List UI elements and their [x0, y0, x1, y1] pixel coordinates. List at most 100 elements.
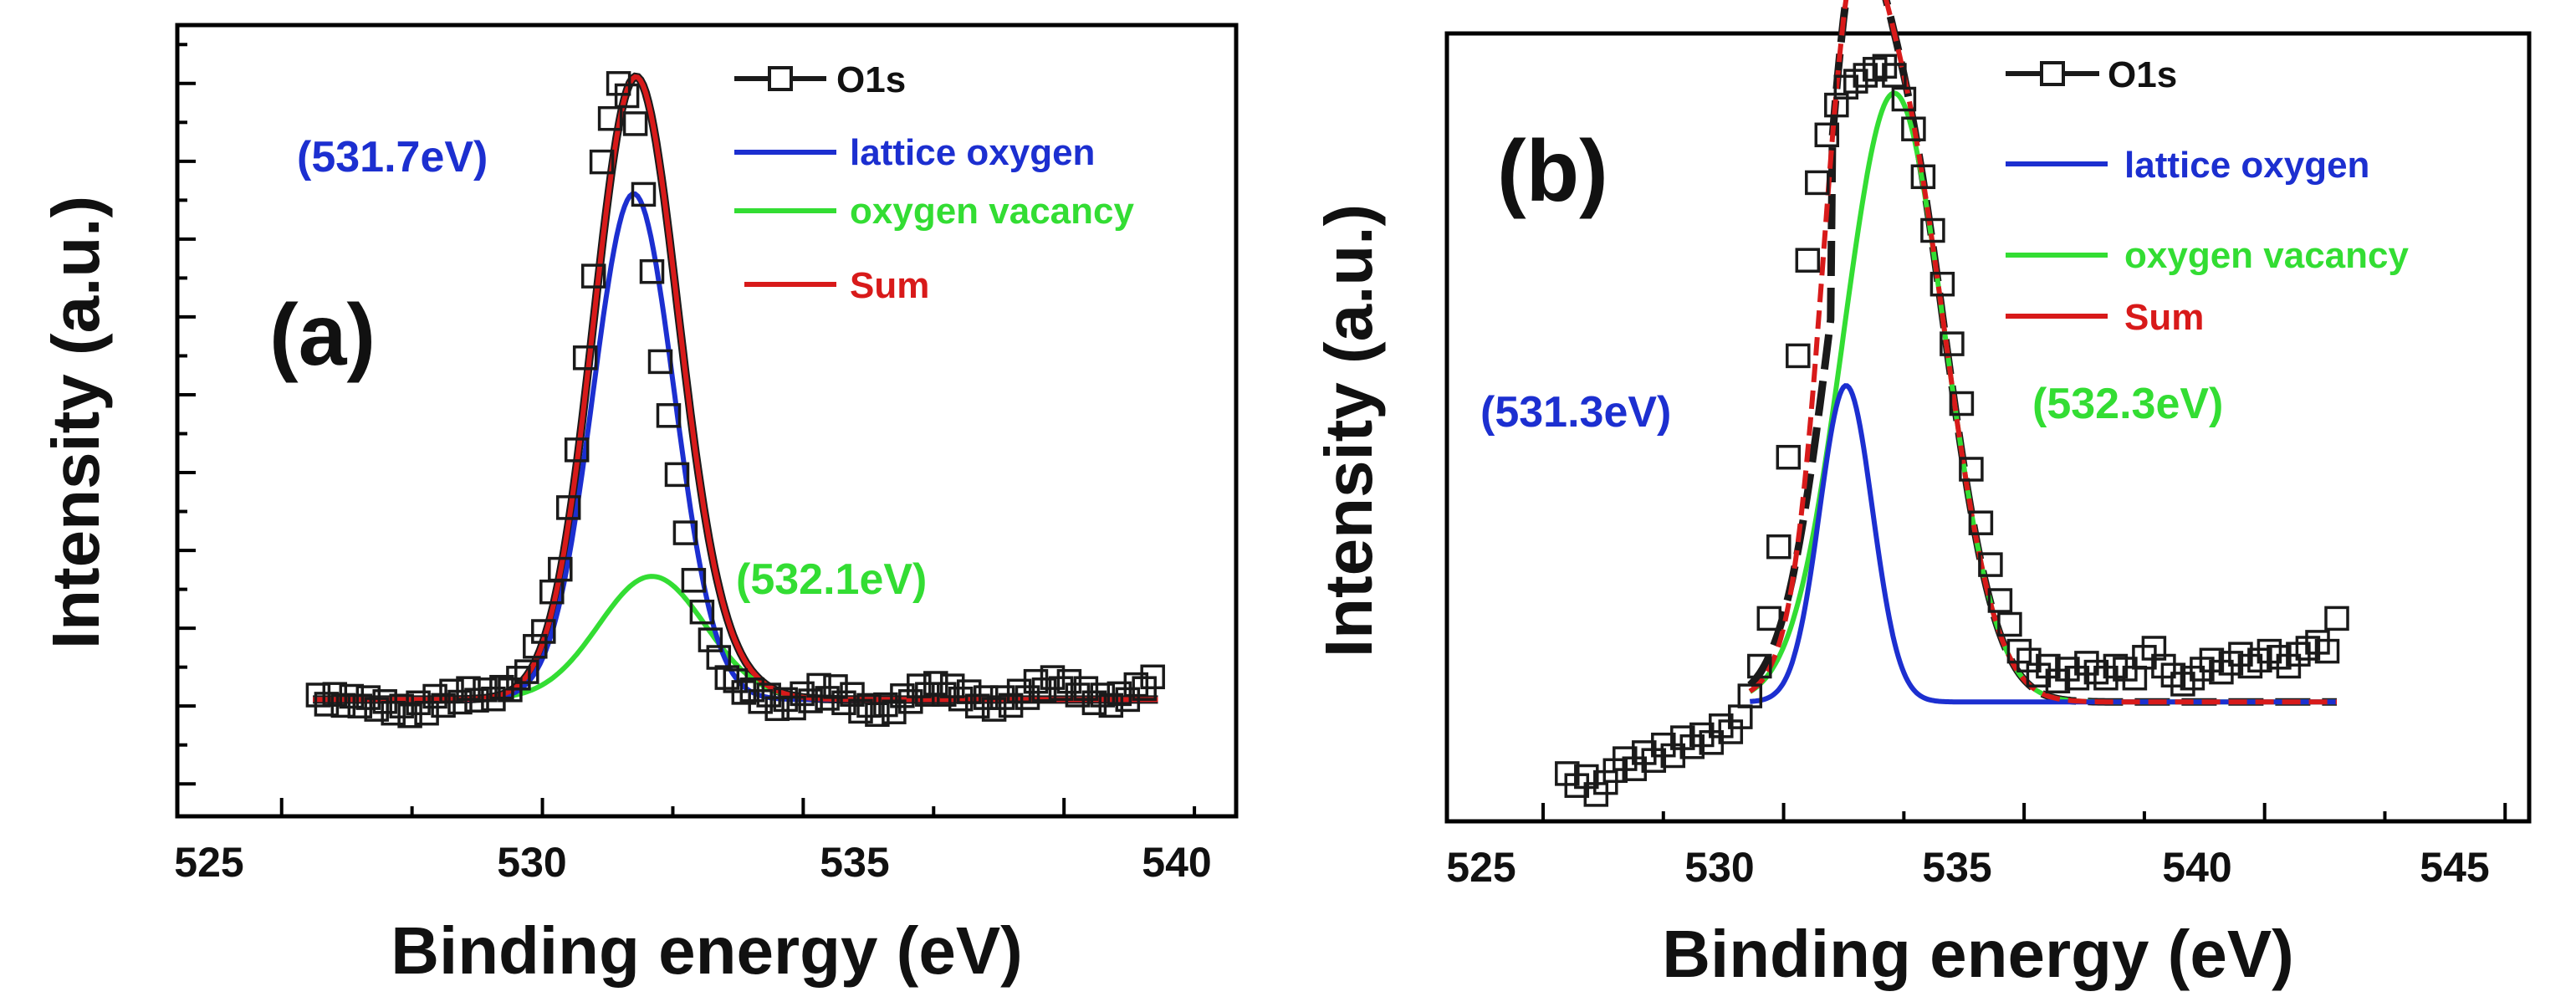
o1s-data-point — [506, 666, 531, 691]
o1s-data-point — [548, 556, 573, 582]
panel-a-ticks — [177, 43, 1197, 816]
o1s-data-point — [756, 682, 781, 708]
o1s-data-point — [1987, 588, 2013, 613]
legend-entry-sum: Sum — [2006, 297, 2204, 338]
o1s-data-point — [798, 688, 823, 713]
o1s-data-point — [622, 111, 648, 136]
panel-a-x-tick-label: 525 — [174, 839, 243, 886]
panel-a-x-tick-label: 540 — [1142, 839, 1211, 886]
panel-b-plot-area — [1555, 0, 2349, 807]
panel-a-lattice-peak-annotation: (531.7eV) — [297, 133, 488, 181]
o1s-data-point — [964, 693, 990, 718]
o1s-data-point — [806, 672, 831, 698]
o1s-data-point — [1920, 217, 1945, 243]
o1s-data-point — [1048, 676, 1074, 701]
o1s-data-point — [1073, 676, 1099, 701]
panel-a-frame — [175, 23, 1239, 819]
panel-b-ticks — [1541, 803, 2507, 821]
o1s-data-point — [1929, 271, 1955, 297]
o1s-data-point — [1814, 122, 1840, 148]
o1s-data-point — [706, 645, 732, 670]
o1s-data-point — [447, 689, 473, 715]
o1s-data-point — [714, 665, 740, 690]
o1s-data-point — [614, 83, 640, 109]
o1s-data-point — [564, 437, 590, 463]
legend-entry-sum: Sum — [744, 265, 929, 306]
o1s-data-point — [873, 692, 898, 718]
o1s-data-point — [2314, 638, 2340, 664]
o1s-data-point — [364, 697, 389, 722]
o1s-data-point — [989, 685, 1015, 710]
legend-entry-oxygen-vacancy: oxygen vacancy — [734, 191, 1134, 232]
o1s-data-point — [672, 520, 698, 545]
legend-label-o1s: O1s — [2108, 54, 2177, 95]
o1s-data-point — [1959, 457, 1984, 482]
panel-b-vacancy-peak-annotation: (532.3eV) — [2032, 380, 2223, 428]
o1s-data-point — [1747, 653, 1772, 679]
o1s-data-point — [998, 693, 1024, 718]
panel-b: 525 530 535 540 545 Binding energy (eV) … — [1311, 0, 2532, 991]
panel-b-lattice-peak-annotation: (531.3eV) — [1480, 388, 1671, 437]
o1s-data-point — [531, 619, 556, 644]
panel-a: 525 530 535 540 Binding energy (eV) Inte… — [38, 23, 1239, 988]
o1s-data-point — [597, 105, 623, 131]
o1s-data-point — [1776, 444, 1802, 470]
o1s-data-point — [764, 696, 790, 722]
o1s-data-point — [748, 689, 773, 714]
o1s-data-point — [698, 627, 723, 652]
o1s-data-point — [1805, 170, 1830, 196]
o1s-data-point — [489, 674, 514, 700]
o1s-data-point — [790, 681, 815, 707]
o1s-data-point — [414, 700, 439, 726]
sum-curve — [1748, 0, 2337, 705]
o1s-data-point — [1901, 116, 1926, 141]
o1s-data-point — [1786, 343, 1811, 369]
o1s-data-point — [1081, 690, 1107, 716]
o1s-data-point — [431, 693, 456, 718]
legend-label-oxygen-vacancy: oxygen vacancy — [850, 191, 1134, 232]
o1s-data-point — [631, 181, 657, 207]
legend-square-marker — [768, 66, 793, 91]
o1s-data-point — [1056, 668, 1082, 694]
o1s-data-point — [898, 689, 923, 714]
panel-a-label: (a) — [269, 287, 376, 384]
panel-a-plot-area — [305, 71, 1165, 728]
o1s-data-point — [1891, 86, 1917, 112]
o1s-data-point — [647, 349, 673, 375]
panel-b-x-tick-label: 540 — [2162, 844, 2231, 891]
o1s-data-point — [514, 659, 539, 684]
legend-entry-oxygen-vacancy: oxygen vacancy — [2006, 235, 2409, 276]
o1s-data-point — [555, 495, 581, 520]
o1s-data-point — [1015, 685, 1040, 710]
o1s-data-point — [1940, 331, 1965, 356]
o1s-data-point — [1140, 664, 1165, 690]
o1s-data-point — [932, 682, 957, 707]
o1s-data-point — [1123, 672, 1149, 698]
panel-b-x-tick-label: 535 — [1922, 844, 1991, 891]
o1s-data-point — [572, 345, 598, 371]
legend-entry-o1s: O1s — [2006, 54, 2177, 95]
o1s-data-point — [1968, 510, 1994, 535]
o1s-data-point — [2324, 606, 2349, 631]
legend-square-marker — [2040, 61, 2065, 86]
panel-b-x-tick-label: 530 — [1684, 844, 1754, 891]
legend-entry-lattice-oxygen: lattice oxygen — [2006, 145, 2369, 186]
o1s-data-point — [823, 674, 848, 699]
o1s-data-point — [856, 693, 882, 718]
panel-b-frame — [1444, 31, 2532, 824]
o1s-trend-line — [1747, 0, 2337, 706]
legend-label-o1s: O1s — [836, 59, 906, 100]
o1s-data-point — [523, 634, 548, 659]
o1s-data-point — [848, 698, 873, 724]
legend-label-lattice-oxygen: lattice oxygen — [2124, 145, 2369, 186]
o1s-data-point — [639, 258, 665, 284]
o1s-data-point — [681, 568, 707, 593]
panel-b-x-tick-label: 545 — [2420, 844, 2489, 891]
o1s-data-point — [422, 683, 447, 709]
o1s-data-point — [1023, 668, 1049, 694]
panel-b-x-tick-labels: 525 530 535 540 545 — [1446, 844, 2489, 891]
o1s-data-point — [781, 695, 806, 721]
panel-a-x-axis-title: Binding energy (eV) — [391, 913, 1023, 988]
lattice-oxygen-curve — [313, 191, 1158, 703]
